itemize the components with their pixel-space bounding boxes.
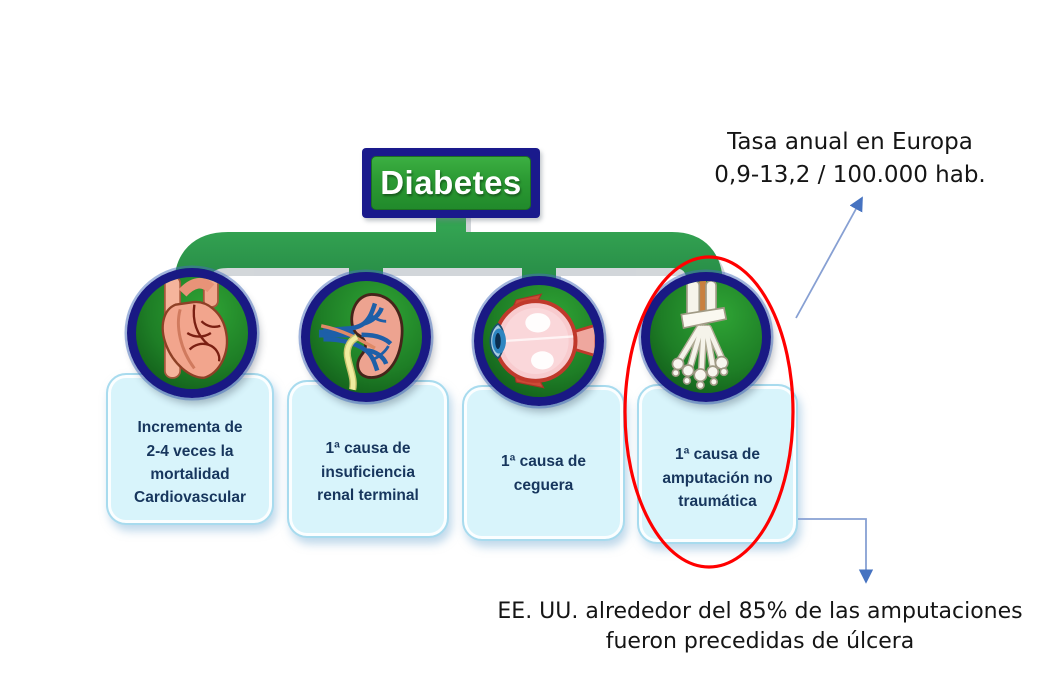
complication-box-renal: 1ª causa de insuficiencia renal terminal [287, 380, 449, 538]
diabetes-title-panel: Diabetes [371, 156, 531, 210]
eye-icon [489, 293, 595, 389]
complication-box-cardiovascular: Incrementa de 2-4 veces la mortalidad Ca… [106, 373, 274, 525]
complication-text: Incrementa de 2-4 veces la mortalidad Ca… [134, 419, 246, 506]
complication-box-amputacion: 1ª causa de amputación no traumática [637, 384, 798, 544]
foot-icon [671, 281, 729, 390]
complication-text: 1ª causa de amputación no traumática [662, 446, 773, 510]
heart-circle [127, 268, 257, 398]
kidney-circle [301, 272, 431, 402]
kidney-icon [318, 293, 404, 391]
diabetes-title-box: Diabetes [362, 148, 540, 218]
heart-icon [161, 277, 229, 380]
europe-rate-note: Tasa anual en Europa 0,9-13,2 / 100.000 … [714, 129, 986, 188]
complication-text: 1ª causa de insuficiencia renal terminal [317, 440, 419, 504]
complication-box-ceguera: 1ª causa de ceguera [462, 385, 625, 541]
complication-text: 1ª causa de ceguera [500, 453, 586, 494]
diabetes-title: Diabetes [380, 164, 522, 201]
eye-circle [474, 276, 604, 406]
foot-circle [641, 272, 771, 402]
usa-ulcer-note: EE. UU. alrededor del 85% de las amputac… [497, 599, 1023, 654]
